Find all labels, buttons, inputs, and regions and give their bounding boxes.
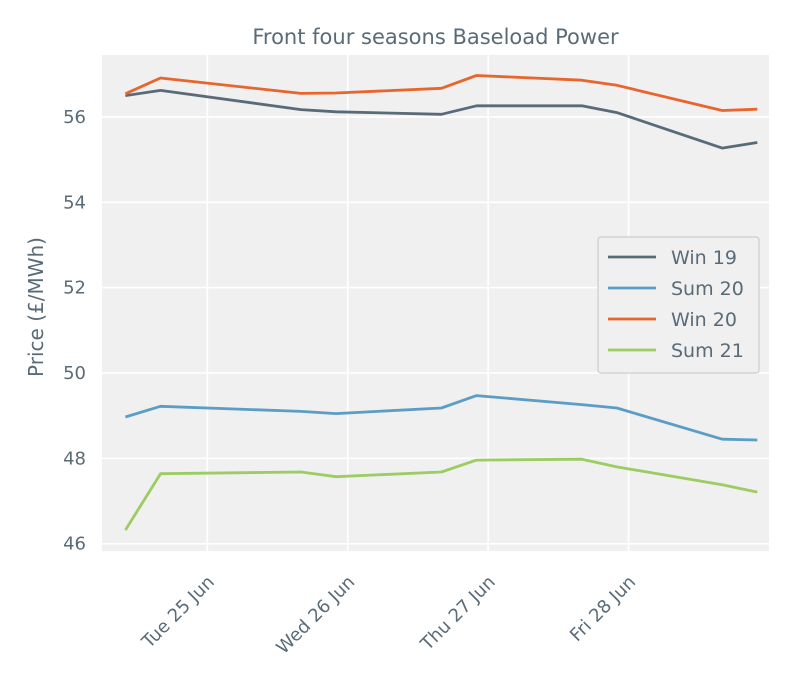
x-tick-label: Thu 27 Jun — [416, 572, 500, 656]
legend-entry: Win 19 — [671, 247, 737, 269]
y-axis: 46 48 50 52 54 56 — [63, 107, 86, 555]
legend-entry: Sum 21 — [671, 340, 744, 362]
y-tick-label: 52 — [63, 278, 86, 299]
y-tick-label: 54 — [63, 192, 86, 213]
chart-title: Front four seasons Baseload Power — [252, 25, 619, 49]
y-tick-label: 48 — [63, 448, 86, 469]
x-tick-label: Fri 28 Jun — [566, 572, 640, 646]
x-tick-label: Wed 26 Jun — [272, 572, 359, 659]
legend-entry: Sum 20 — [671, 278, 744, 300]
y-tick-label: 46 — [63, 534, 86, 555]
legend-box — [597, 236, 760, 374]
y-tick-label: 50 — [63, 363, 86, 384]
y-tick-label: 56 — [63, 107, 86, 128]
legend-entry: Win 20 — [671, 309, 737, 331]
series-line — [125, 89, 758, 150]
y-axis-label: Price (£/MWh) — [24, 237, 48, 377]
series-lines — [124, 74, 758, 531]
series-line — [124, 394, 758, 442]
x-tick-label: Tue 25 Jun — [137, 572, 218, 653]
series-line — [124, 457, 758, 531]
series-line — [124, 74, 758, 112]
legend: Win 19 Sum 20 Win 20 Sum 21 — [597, 236, 760, 374]
x-axis: Tue 25 Jun Wed 26 Jun Thu 27 Jun Fri 28 Jun — [137, 572, 640, 659]
